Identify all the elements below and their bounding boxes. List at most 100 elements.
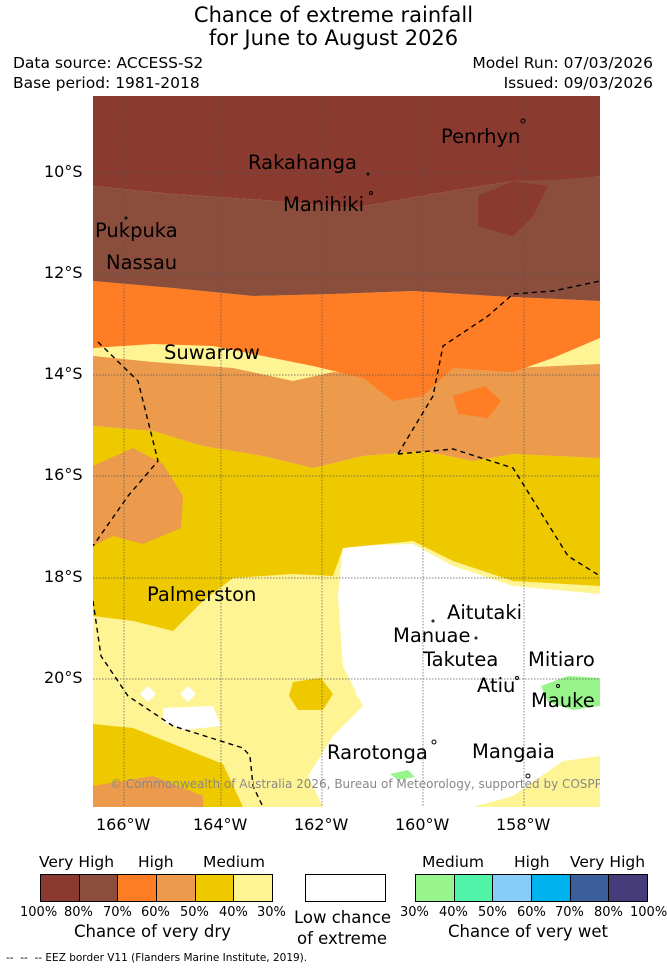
model-run: Model Run: 07/03/2026 (472, 54, 653, 72)
base-period: Base period: 1981-2018 (13, 74, 200, 92)
region-green-rarotonga (390, 770, 415, 780)
island-marker (431, 619, 435, 623)
region-low-chance (308, 544, 600, 807)
island-marker (525, 773, 531, 779)
lat-label: 16°S (44, 465, 83, 484)
wet-tick: 80% (594, 905, 623, 920)
place-rakahanga: Rakahanga (248, 151, 357, 174)
lat-label: 18°S (44, 567, 83, 586)
place-rarotonga: Rarotonga (327, 741, 428, 764)
place-mangaia: Mangaia (472, 740, 555, 763)
island-marker (369, 191, 373, 195)
dry-colorbar (40, 874, 273, 902)
lon-label: 160°W (395, 815, 450, 834)
lat-label: 10°S (44, 162, 83, 181)
data-source: Data source: ACCESS-S2 (13, 54, 204, 72)
place-manihiki: Manihiki (283, 193, 365, 216)
dry-tick: 60% (141, 905, 170, 920)
region-yellow-band (93, 426, 600, 631)
dry-swatch (157, 875, 196, 901)
white-cell (163, 706, 221, 730)
place-penrhyn: Penrhyn (441, 125, 521, 148)
low-chance-caption-2: of extreme (297, 929, 388, 948)
map-title-line1: Chance of extreme rainfall (193, 3, 474, 27)
white-cell (355, 686, 371, 702)
place-pukapuka: Pukpuka (95, 219, 178, 242)
eez-border (93, 280, 600, 807)
region-orange (93, 281, 600, 401)
rainfall-map: © Commonwealth of Australia 2026, Bureau… (93, 96, 600, 807)
wet-swatch (570, 875, 610, 901)
region-light-orange-west (93, 448, 183, 546)
wet-swatch (416, 875, 455, 901)
island-marker (124, 216, 128, 220)
wet-header-very-high: Very High (570, 853, 646, 871)
dry-swatch (118, 875, 158, 901)
wet-tick: 30% (400, 905, 429, 920)
island-marker (556, 684, 560, 688)
wet-caption: Chance of very wet (448, 922, 608, 941)
lat-label: 20°S (44, 668, 83, 687)
lon-label: 162°W (294, 815, 349, 834)
island-marker (431, 739, 437, 745)
dry-tick: 30% (257, 905, 286, 920)
low-chance-caption-1: Low chance (294, 908, 392, 927)
place-mauke: Mauke (531, 689, 595, 712)
place-aitutaki: Aitutaki (447, 601, 523, 624)
issued-date: Issued: 09/03/2026 (503, 74, 653, 92)
place-manuae: Manuae (393, 624, 471, 647)
place-takutea: Takutea (423, 648, 499, 671)
dry-tick: 80% (64, 905, 93, 920)
island-marker (474, 636, 478, 640)
place-mitiaro: Mitiaro (528, 648, 595, 671)
wet-header-high: High (514, 853, 550, 871)
dry-header-high: High (138, 853, 174, 871)
wet-tick: 100% (630, 905, 667, 920)
copyright-credit: © Commonwealth of Australia 2026, Bureau… (110, 777, 600, 791)
dry-swatch (234, 875, 273, 901)
place-palmerston: Palmerston (147, 583, 257, 606)
dry-tick: 70% (103, 905, 132, 920)
dry-swatch (195, 875, 235, 901)
dry-swatch (41, 875, 80, 901)
dry-header-medium: Medium (203, 853, 265, 871)
wet-colorbar (415, 874, 648, 902)
dry-caption: Chance of very dry (74, 922, 231, 941)
region-green-mauke (541, 676, 600, 710)
wet-header-medium: Medium (422, 853, 484, 871)
region-brown (93, 176, 600, 301)
dry-swatch (79, 875, 119, 901)
wet-tick: 40% (439, 905, 468, 920)
low-chance-swatch (305, 874, 386, 902)
map-title-line2: for June to August 2026 (208, 26, 459, 50)
place-atiu: Atiu (477, 674, 516, 697)
white-cell (140, 686, 156, 702)
wet-swatch (609, 875, 648, 901)
dry-header-very-high: Very High (39, 853, 115, 871)
dry-tick: 100% (20, 905, 58, 920)
wet-tick: 50% (478, 905, 507, 920)
eez-footnote: -- -- -- EEZ border V11 (Flanders Marine… (6, 952, 308, 964)
wet-tick: 60% (517, 905, 546, 920)
white-cell (180, 686, 196, 702)
island-markers (124, 118, 560, 779)
island-marker (366, 172, 370, 176)
lon-label: 158°W (496, 815, 551, 834)
region-dark-red (93, 96, 600, 236)
lon-label: 164°W (193, 815, 248, 834)
island-marker (515, 676, 519, 680)
region-light-orange (93, 356, 600, 468)
wet-tick: 70% (555, 905, 584, 920)
place-suwarrow: Suwarrow (164, 341, 260, 364)
gridlines (93, 96, 600, 807)
lat-label: 14°S (44, 364, 83, 383)
region-orange-south (93, 776, 203, 807)
wet-swatch (493, 875, 533, 901)
dry-tick: 40% (219, 905, 248, 920)
wet-swatch (532, 875, 571, 901)
region-orange-patch (453, 386, 501, 418)
dry-tick: 50% (180, 905, 209, 920)
place-nassau: Nassau (106, 251, 178, 274)
lon-label: 166°W (96, 815, 151, 834)
wet-swatch (454, 875, 494, 901)
